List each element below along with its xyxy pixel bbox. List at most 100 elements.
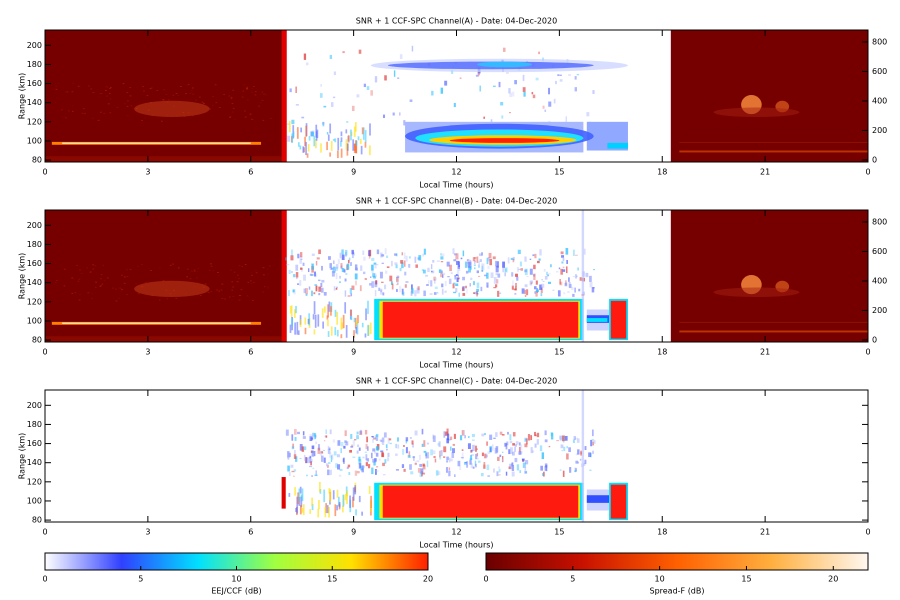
pixel-block: [252, 299, 254, 301]
pixel-block: [334, 504, 337, 517]
pixel-block: [332, 266, 336, 274]
pixel-block: [524, 269, 528, 273]
pixel-block: [350, 293, 353, 297]
pixel-block: [533, 264, 536, 270]
pixel-block: [493, 276, 497, 284]
colorbar-tick-label: 10: [655, 575, 665, 584]
pixel-block: [244, 116, 247, 118]
x-tick-label: 21: [760, 348, 770, 357]
pixel-block: [395, 444, 398, 448]
pixel-block: [142, 86, 144, 88]
pixel-block: [288, 493, 291, 497]
pixel-block: [487, 475, 490, 477]
pixel-block: [77, 280, 80, 282]
pixel-block: [354, 485, 357, 495]
pixel-block: [498, 81, 501, 88]
pixel-block: [405, 439, 408, 444]
pixel-block: [376, 466, 379, 468]
pixel-block: [141, 120, 143, 122]
pixel-block: [136, 86, 138, 88]
pixel-block: [344, 302, 347, 314]
pixel-block: [358, 459, 362, 465]
pixel-block: [309, 455, 312, 459]
pixel-block: [250, 272, 253, 274]
pixel-block: [574, 437, 578, 440]
pixel-block: [386, 266, 390, 268]
pixel-block: [530, 447, 533, 454]
pixel-block: [480, 472, 484, 477]
pixel-block: [320, 282, 323, 288]
pixel-blob: [713, 287, 800, 298]
pixel-block: [350, 316, 353, 321]
pixel-block: [389, 442, 392, 445]
pixel-block: [440, 270, 443, 274]
pixel-block: [437, 471, 441, 476]
pixel-block: [319, 93, 323, 98]
pixel-block: [400, 260, 404, 264]
pixel-block: [149, 88, 152, 90]
pixel-block: [208, 269, 211, 271]
pixel-block: [522, 458, 524, 462]
pixel-block: [450, 272, 453, 274]
pixel-block: [302, 431, 305, 436]
pixel-block: [469, 283, 471, 287]
pixel-block: [586, 495, 610, 503]
y-tick-label: 80: [32, 516, 42, 525]
pixel-block: [329, 452, 332, 458]
pixel-block: [341, 322, 344, 329]
pixel-block: [440, 253, 442, 256]
pixel-block: [418, 454, 421, 460]
pixel-block: [511, 451, 515, 456]
pixel-block: [338, 474, 342, 477]
pixel-block: [237, 274, 239, 276]
pixel-block: [305, 288, 308, 295]
pixel-block: [339, 281, 341, 283]
pixel-block: [355, 509, 357, 516]
pixel-block: [300, 127, 303, 133]
pixel-block: [408, 256, 411, 259]
pixel-block: [79, 269, 81, 271]
pixel-block: [518, 268, 521, 270]
pixel-block: [315, 285, 318, 292]
pixel-block: [354, 122, 357, 132]
pixel-block: [342, 494, 345, 507]
pixel-block: [509, 447, 513, 454]
pixel-block: [286, 264, 290, 266]
pixel-block: [496, 471, 499, 477]
pixel-block: [297, 492, 299, 505]
pixel-block: [459, 465, 462, 471]
pixel-block: [187, 83, 190, 85]
pixel-block: [71, 292, 74, 294]
pixel-block: [497, 290, 500, 297]
pixel-block: [86, 278, 89, 280]
pixel-block: [224, 298, 226, 300]
pixel-block: [234, 276, 237, 278]
pixel-block: [548, 101, 552, 107]
pixel-block: [291, 434, 294, 441]
pixel-block: [381, 281, 384, 284]
pixel-block: [370, 508, 372, 516]
pixel-block: [334, 267, 338, 271]
x-tick-label: 3: [145, 528, 150, 537]
pixel-block: [330, 140, 333, 151]
pixel-block: [309, 273, 313, 276]
pixel-block: [350, 262, 352, 266]
pixel-block: [433, 292, 437, 295]
pixel-block: [103, 112, 106, 114]
pixel-block: [554, 80, 557, 85]
pixel-block: [430, 270, 433, 273]
pixel-block: [461, 449, 464, 451]
pixel-block: [66, 91, 69, 93]
pixel-block: [466, 259, 469, 261]
pixel-block: [221, 283, 224, 285]
pixel-block: [189, 92, 192, 94]
pixel-block: [359, 431, 363, 436]
pixel-block: [484, 453, 487, 459]
pixel-block: [396, 275, 400, 278]
pixel-block: [333, 451, 337, 456]
pixel-block: [330, 455, 333, 463]
pixel-block: [448, 470, 451, 477]
pixel-block: [300, 256, 303, 260]
pixel-block: [308, 135, 311, 141]
pixel-block: [73, 278, 75, 280]
